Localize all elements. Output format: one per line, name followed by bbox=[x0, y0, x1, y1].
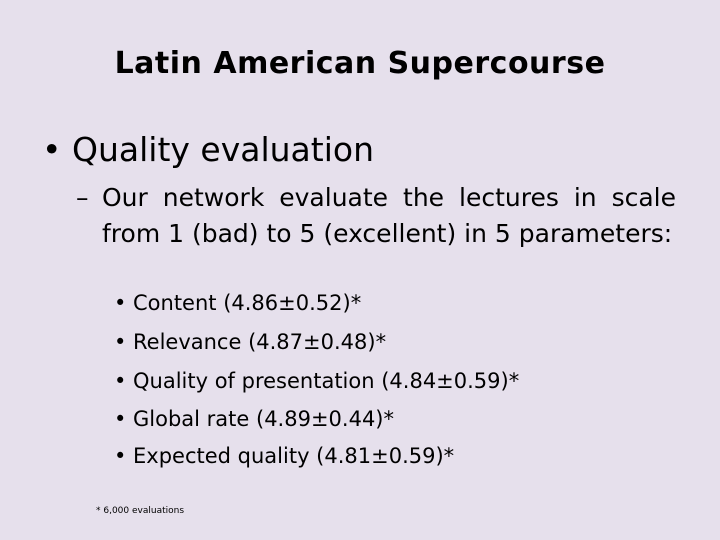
bullet-icon: • bbox=[114, 444, 127, 468]
bullet-text: Quality evaluation bbox=[72, 130, 374, 169]
list-item-text: Expected quality (4.81±0.59)* bbox=[133, 444, 455, 468]
list-item-text: Quality of presentation (4.84±0.59)* bbox=[133, 369, 520, 393]
dash-icon: – bbox=[76, 183, 89, 212]
bullet-icon: • bbox=[114, 369, 127, 393]
bullet-icon: • bbox=[42, 130, 62, 169]
bullet-icon: • bbox=[114, 330, 127, 354]
sub-bullet-network: – Our network evaluate the lectures in s… bbox=[76, 180, 676, 251]
bullet-icon: • bbox=[114, 407, 127, 431]
list-item-text: Global rate (4.89±0.44)* bbox=[133, 407, 394, 431]
list-item-text: Relevance (4.87±0.48)* bbox=[133, 330, 387, 354]
bullet-icon: • bbox=[114, 291, 127, 315]
sub-bullet-text: Our network evaluate the lectures in sca… bbox=[102, 183, 676, 248]
slide-title: Latin American Supercourse bbox=[114, 46, 606, 81]
list-item-text: Content (4.86±0.52)* bbox=[133, 291, 362, 315]
footnote: * 6,000 evaluations bbox=[96, 506, 185, 516]
